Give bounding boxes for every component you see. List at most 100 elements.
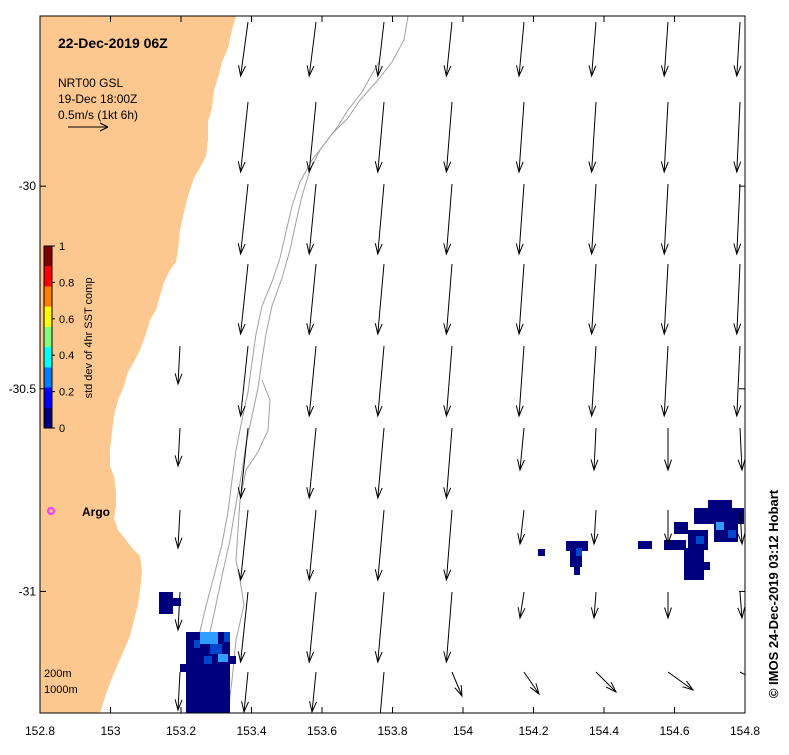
current-arrow	[595, 671, 618, 694]
argo-label: Argo	[82, 505, 110, 519]
current-arrow	[660, 101, 669, 174]
colorbar-tick-label: 0.8	[59, 277, 74, 289]
contour-shelf-edge	[227, 379, 271, 713]
current-arrow	[443, 509, 453, 582]
sst-cell	[224, 632, 230, 642]
land-mass	[40, 16, 236, 713]
current-arrow	[374, 263, 385, 336]
current-arrow	[443, 591, 453, 664]
current-arrow	[174, 591, 183, 632]
sst-cell	[638, 541, 652, 549]
sst-cell	[538, 549, 545, 556]
current-arrow	[237, 263, 249, 336]
current-arrow	[374, 591, 385, 664]
x-tick-label: 152.8	[25, 724, 55, 738]
current-arrow	[737, 427, 745, 472]
depth-label-200m: 200m	[44, 668, 72, 680]
x-tick-label: 154.4	[589, 724, 619, 738]
current-arrow	[588, 345, 597, 418]
x-tick-label: 153.8	[377, 724, 407, 738]
sst-cell	[716, 522, 724, 530]
sst-cell	[566, 541, 588, 551]
colorbar-segment	[44, 407, 52, 429]
current-arrow	[443, 345, 453, 418]
current-arrow	[306, 427, 317, 500]
info-scale: 0.5m/s (1kt 6h)	[58, 108, 138, 122]
sst-cell	[684, 548, 704, 580]
sst-cell	[708, 500, 732, 510]
current-arrow	[237, 101, 249, 174]
current-arrow	[237, 591, 249, 664]
x-tick-label: 153.6	[307, 724, 337, 738]
current-arrow	[306, 591, 317, 664]
sst-cell	[186, 632, 230, 713]
colorbar-segment	[44, 367, 52, 389]
colorbar-segment	[44, 347, 52, 368]
sst-cell	[728, 530, 736, 538]
colorbar-label: std dev of 4hr SST comp	[83, 278, 95, 399]
current-arrow	[660, 183, 669, 256]
current-arrow	[451, 671, 463, 698]
sst-variability-cells	[159, 500, 744, 713]
current-arrow	[174, 345, 183, 386]
current-arrow	[515, 263, 525, 336]
current-arrow	[590, 509, 599, 546]
current-arrow	[306, 263, 317, 336]
current-arrow	[588, 263, 597, 336]
current-arrow	[241, 671, 249, 713]
current-arrow	[374, 509, 385, 582]
current-arrow	[737, 509, 745, 546]
sst-cell	[200, 632, 218, 644]
map-title: 22-Dec-2019 06Z	[58, 35, 168, 51]
colorbar-tick-label: 0.2	[59, 387, 74, 399]
current-arrow	[443, 263, 453, 336]
sst-cell	[159, 592, 173, 614]
current-arrow	[516, 21, 525, 78]
colorbar-segment	[44, 387, 52, 409]
current-arrow	[443, 183, 453, 256]
x-tick-label: 154	[453, 724, 473, 738]
current-arrow	[174, 509, 183, 550]
x-tick-label: 153	[100, 724, 120, 738]
x-tick-label: 153.4	[236, 724, 266, 738]
current-arrow	[588, 101, 597, 174]
sst-cell	[574, 567, 580, 575]
depth-label-1000m: 1000m	[44, 684, 78, 696]
x-tick-label: 154.8	[730, 724, 760, 738]
current-arrow	[374, 101, 385, 174]
y-tick-label: -30.5	[9, 382, 37, 396]
current-arrow	[174, 427, 183, 468]
sst-cell	[218, 654, 228, 662]
current-arrow	[664, 510, 672, 546]
current-arrow	[306, 101, 317, 174]
current-arrow	[306, 509, 317, 582]
current-arrow	[379, 671, 385, 713]
current-arrow	[374, 427, 385, 500]
colorbar-tick-label: 0	[59, 423, 65, 435]
y-axis-ticks: -30 -30.5 -31	[9, 179, 745, 598]
current-arrow	[517, 427, 525, 472]
current-arrow	[306, 21, 317, 78]
current-arrow	[237, 183, 249, 256]
current-arrow	[667, 671, 695, 691]
current-arrow	[590, 427, 599, 472]
current-arrow	[174, 671, 183, 712]
current-arrow	[443, 101, 453, 174]
current-arrow	[237, 345, 249, 418]
current-arrow	[733, 183, 742, 256]
sst-cell	[230, 656, 236, 664]
current-arrow	[588, 21, 597, 78]
sst-cell	[694, 508, 744, 524]
x-tick-label: 154.6	[659, 724, 689, 738]
sst-cell	[696, 536, 704, 544]
current-arrow	[374, 183, 385, 256]
sst-cell	[204, 656, 212, 664]
colorbar-frame	[43, 245, 53, 429]
contour-1000m	[185, 59, 381, 713]
current-arrow	[737, 591, 745, 620]
current-arrow	[238, 21, 249, 78]
current-arrow	[443, 21, 453, 78]
current-arrow	[733, 101, 742, 174]
